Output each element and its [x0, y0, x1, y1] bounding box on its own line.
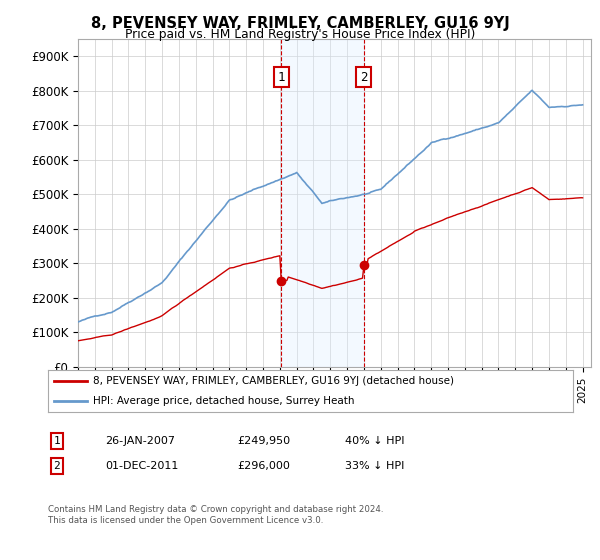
Text: 33% ↓ HPI: 33% ↓ HPI	[345, 461, 404, 471]
Text: 1: 1	[53, 436, 61, 446]
Text: 1: 1	[277, 71, 285, 83]
Text: £249,950: £249,950	[237, 436, 290, 446]
Bar	[281, 39, 364, 367]
Text: HPI: Average price, detached house, Surrey Heath: HPI: Average price, detached house, Surr…	[92, 396, 354, 406]
Text: Price paid vs. HM Land Registry's House Price Index (HPI): Price paid vs. HM Land Registry's House …	[125, 28, 475, 41]
Text: 40% ↓ HPI: 40% ↓ HPI	[345, 436, 404, 446]
Text: 01-DEC-2011: 01-DEC-2011	[105, 461, 178, 471]
Text: 8, PEVENSEY WAY, FRIMLEY, CAMBERLEY, GU16 9YJ (detached house): 8, PEVENSEY WAY, FRIMLEY, CAMBERLEY, GU1…	[92, 376, 454, 386]
Text: Contains HM Land Registry data © Crown copyright and database right 2024.
This d: Contains HM Land Registry data © Crown c…	[48, 505, 383, 525]
Text: 26-JAN-2007: 26-JAN-2007	[105, 436, 175, 446]
Text: £296,000: £296,000	[237, 461, 290, 471]
Text: 2: 2	[360, 71, 368, 83]
Text: 8, PEVENSEY WAY, FRIMLEY, CAMBERLEY, GU16 9YJ: 8, PEVENSEY WAY, FRIMLEY, CAMBERLEY, GU1…	[91, 16, 509, 31]
Text: 2: 2	[53, 461, 61, 471]
